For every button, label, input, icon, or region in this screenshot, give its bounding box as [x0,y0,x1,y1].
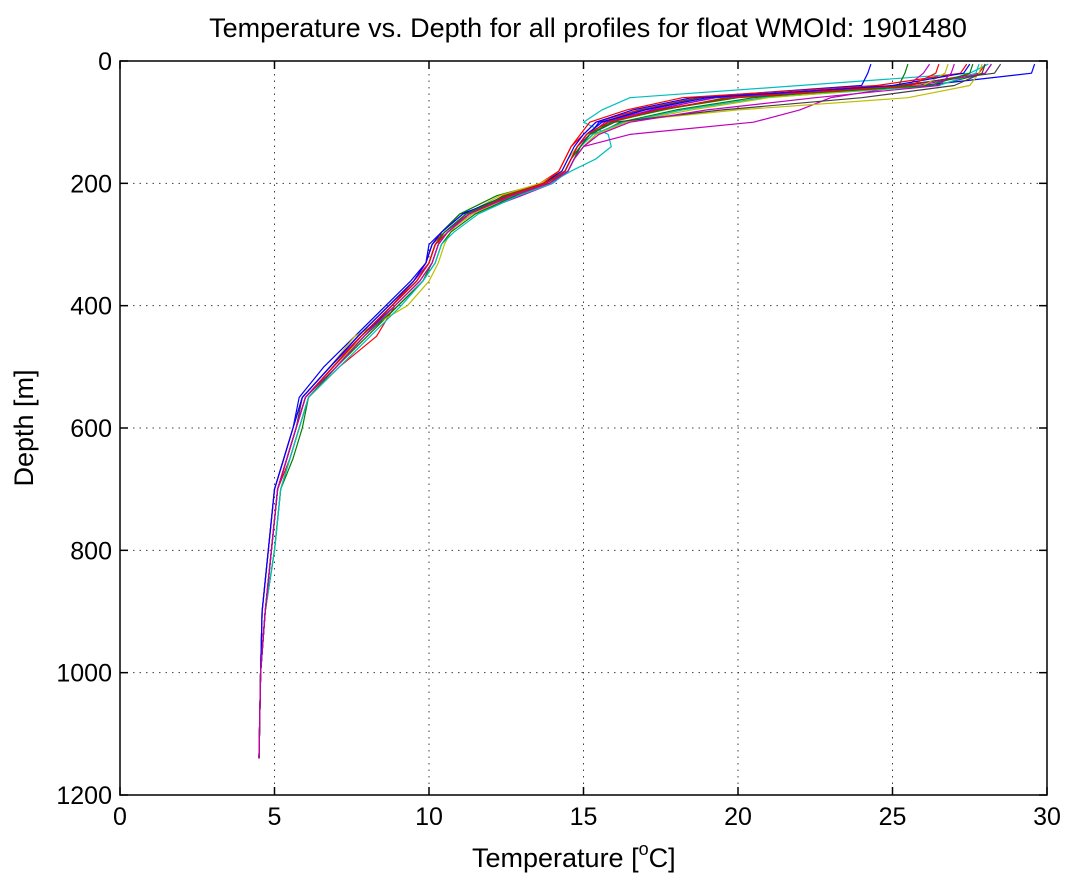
profile-line [258,63,992,759]
y-tick-label: 1200 [56,782,112,810]
profile-line [258,63,992,759]
profile-line [258,63,909,759]
grid-lines [120,61,1047,795]
profile-line [258,63,1036,759]
x-tick-label: 15 [570,803,598,831]
y-axis-label: Depth [m] [9,369,39,486]
y-tick-label: 800 [70,537,112,565]
profile-line [258,63,974,759]
x-axis-label: Temperature [oC] [472,839,676,873]
profile-line [258,63,980,759]
y-tick-label: 200 [70,170,112,198]
y-tick-label: 400 [70,293,112,321]
x-tick-label: 30 [1033,803,1061,831]
profile-line [258,63,1002,759]
profile-line [258,63,968,759]
x-tick-label: 0 [113,803,127,831]
profile-line [258,63,931,759]
x-tick-label: 25 [879,803,907,831]
profile-line [258,63,940,759]
profile-line [258,63,986,759]
chart-title: Temperature vs. Depth for all profiles f… [209,13,967,43]
profile-line [258,63,989,759]
x-tick-label: 5 [268,803,282,831]
profile-line [258,63,872,759]
axis-ticks: 0 5 10 15 20 25 30 0 200 400 600 800 1000 1200 [56,48,1061,831]
profile-line [258,63,986,759]
profile-series [258,63,1036,759]
y-tick-label: 0 [98,48,112,76]
profile-line [258,63,971,759]
profile-line [258,63,955,759]
profile-line [258,63,983,759]
y-tick-label: 600 [70,415,112,443]
profile-line [258,63,949,759]
x-tick-label: 20 [724,803,752,831]
y-tick-label: 1000 [56,660,112,688]
x-tick-label: 10 [415,803,443,831]
